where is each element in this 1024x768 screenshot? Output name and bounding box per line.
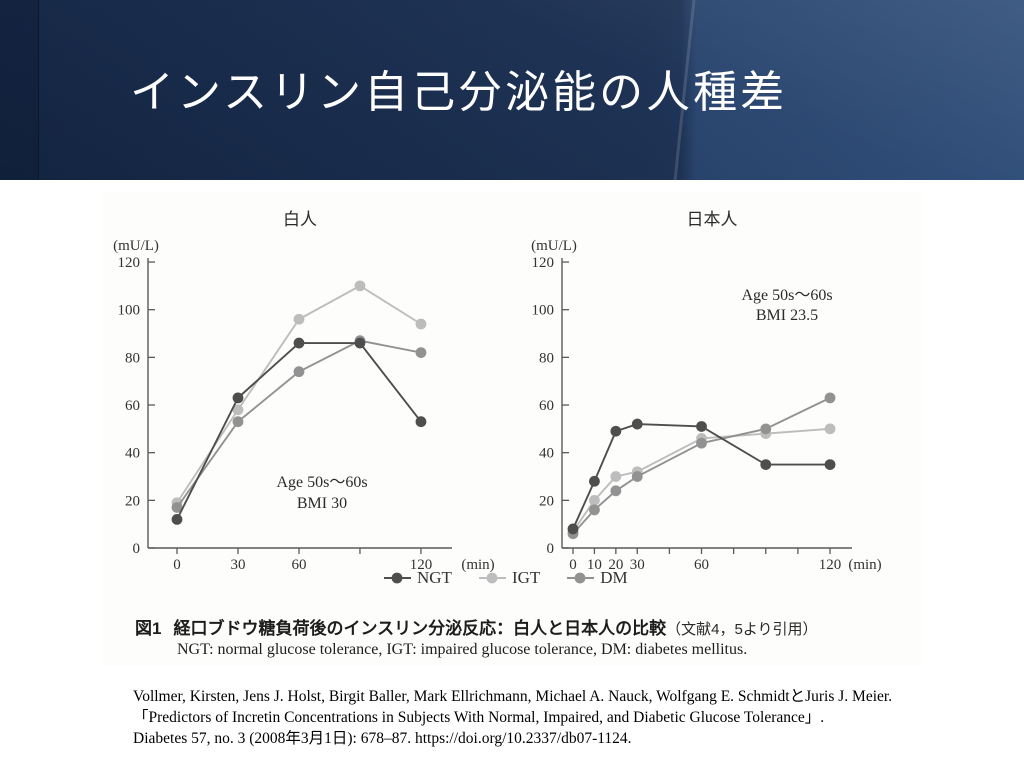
y-tick-label: 20 [539, 493, 554, 509]
y-tick-label: 120 [118, 255, 141, 271]
chart-svg: 日本人 (mU/L) 0 20 40 60 80 100 120 0 10 20 30 60 120 (min… [531, 210, 882, 573]
series-NGT-marker [171, 514, 183, 525]
y-tick-label: 100 [118, 303, 141, 319]
series-DM-marker [760, 423, 772, 435]
series-IGT-marker [293, 313, 305, 325]
y-axis-unit-label: (mU/L) [113, 238, 159, 254]
series-NGT-marker [415, 416, 427, 428]
series-DM-marker [415, 347, 427, 358]
legend-item-igt: IGT [478, 568, 541, 588]
legend-item-dm: DM [567, 568, 628, 588]
x-tick-label: 120 [819, 557, 842, 573]
series-NGT-marker [696, 421, 707, 432]
series-NGT-marker [589, 475, 600, 487]
ngt-marker-icon [384, 572, 411, 584]
citation-line-journal: Diabetes 57, no. 3 (2008年3月1日): 678–87. … [133, 730, 632, 747]
series-DM-marker [232, 416, 244, 428]
series-IGT-marker [415, 318, 427, 330]
series-IGT-marker [824, 423, 836, 435]
citation-block: Vollmer, Kirsten, Jens J. Holst, Birgit … [133, 686, 1013, 749]
dm-marker-icon [567, 572, 595, 584]
banner-left-strip [0, 0, 39, 180]
y-tick-label: 60 [539, 398, 554, 414]
series-DM-marker [610, 485, 622, 497]
series-DM-marker [293, 366, 305, 378]
series-IGT-marker [589, 494, 600, 506]
y-tick-label: 80 [539, 350, 554, 366]
chart-annotation: Age 50s～60s [276, 474, 367, 491]
chart-white-subjects: 白人 (mU/L) 0 20 40 60 80 100 120 0 30 60 120 (min) Age … [100, 200, 520, 580]
legend-label-igt: IGT [511, 568, 541, 587]
igt-marker-icon [478, 572, 506, 584]
series-NGT-marker [824, 459, 836, 470]
series-DM-marker [589, 504, 600, 516]
series-IGT-marker [610, 471, 622, 482]
figure-caption-source: （文献4，5より引用） [666, 621, 818, 638]
x-tick-label: 60 [694, 557, 709, 573]
x-tick-label: 0 [569, 557, 577, 573]
x-tick-label: 120 [410, 557, 433, 573]
series-NGT-marker [760, 459, 772, 470]
x-tick-label: 30 [630, 557, 645, 573]
title-banner: インスリン自己分泌能の人種差 [0, 0, 1024, 180]
series-IGT-marker [354, 280, 366, 292]
series-DM-marker [171, 502, 183, 513]
x-axis-unit-label: (min) [461, 557, 494, 573]
chart-svg: 白人 (mU/L) 0 20 40 60 80 100 120 0 30 60 120 (min) Age … [113, 210, 495, 573]
series-NGT-marker [610, 425, 622, 437]
y-tick-label: 0 [547, 541, 555, 557]
y-tick-label: 40 [539, 446, 554, 462]
series-NGT-marker [354, 337, 366, 349]
y-tick-label: 20 [125, 493, 140, 509]
y-tick-label: 60 [125, 398, 140, 414]
series-IGT-marker [232, 404, 244, 416]
series-NGT-marker [293, 337, 305, 349]
chart-annotation: BMI 30 [297, 495, 347, 512]
x-tick-label: 60 [291, 557, 306, 573]
figure-caption-text: 経口ブドウ糖負荷後のインスリン分泌反応：白人と日本人の比較 [173, 619, 667, 638]
x-tick-label: 0 [173, 557, 181, 573]
series-NGT-marker [631, 418, 643, 430]
y-tick-label: 100 [532, 303, 555, 319]
x-tick-label: 20 [608, 557, 623, 573]
series-DM-line [572, 397, 831, 535]
series-NGT-marker [232, 392, 244, 404]
figure-caption: 図1 経口ブドウ糖負荷後のインスリン分泌反応：白人と日本人の比較（文献4，5より引… [135, 614, 935, 639]
series-DM-marker [696, 437, 707, 449]
chart-annotation: Age 50s～60s [741, 287, 832, 304]
series-NGT-marker [567, 523, 579, 535]
legend-label-ngt: NGT [417, 568, 452, 587]
chart-japanese-subjects: 日本人 (mU/L) 0 20 40 60 80 100 120 0 10 20 30 60 120 (min… [510, 200, 920, 580]
x-tick-label: 10 [587, 557, 602, 573]
y-tick-label: 120 [532, 255, 555, 271]
x-tick-label: 30 [230, 557, 245, 573]
scanned-figure-background [102, 192, 922, 666]
chart-title: 白人 [283, 210, 317, 229]
slide-title: インスリン自己分泌能の人種差 [130, 68, 788, 117]
figure-number: 図1 [135, 619, 162, 638]
legend-label-dm: DM [600, 568, 628, 587]
legend-item-ngt: NGT [384, 568, 452, 588]
legend: NGT IGT DM [384, 568, 628, 588]
y-axis-unit-label: (mU/L) [531, 238, 577, 254]
figure-abbreviations: NGT: normal glucose tolerance, IGT: impa… [177, 641, 748, 658]
x-axis-unit-label: (min) [848, 557, 881, 573]
y-tick-label: 40 [125, 446, 140, 462]
chart-title: 日本人 [687, 210, 738, 229]
citation-line-title: 「Predictors of Incretin Concentrations i… [133, 709, 825, 726]
y-tick-label: 0 [133, 541, 141, 557]
chart-annotation: BMI 23.5 [756, 307, 818, 324]
series-DM-marker [631, 471, 643, 482]
y-tick-label: 80 [125, 350, 140, 366]
citation-line-authors: Vollmer, Kirsten, Jens J. Holst, Birgit … [133, 688, 893, 705]
series-DM-marker [824, 392, 836, 404]
